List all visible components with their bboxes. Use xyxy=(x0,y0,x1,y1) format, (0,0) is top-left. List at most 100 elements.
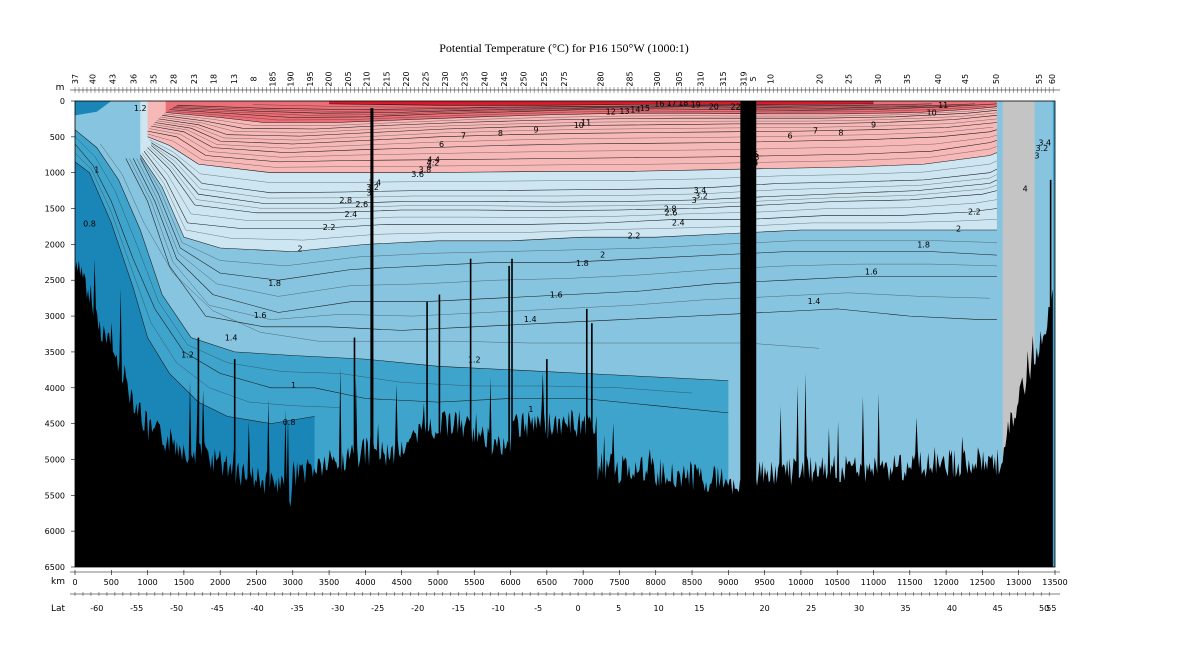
isotherm-1.2 xyxy=(75,129,729,381)
contour-label: 3.2 xyxy=(695,192,708,201)
x-tick-label: 1500 xyxy=(174,578,194,587)
station-label: 37 xyxy=(71,74,80,84)
station-label: 250 xyxy=(520,71,529,86)
station-label: 60 xyxy=(1048,74,1057,84)
watermark-line1: WOCE xyxy=(114,527,129,533)
contour-label: 2.4 xyxy=(672,219,685,228)
contour-label: 20 xyxy=(709,103,719,112)
woce-watermark: WOCE HYDROGRAPHIC ATLAS Computer Generat… xyxy=(82,527,167,559)
isotherm-7 xyxy=(154,122,997,145)
contour-label: 3.6 xyxy=(744,163,757,172)
isotherm-interp xyxy=(149,128,997,158)
isotherm-interp xyxy=(129,158,990,320)
lat-tick-label: 25 xyxy=(806,604,816,613)
contour-label: 2.4 xyxy=(345,210,358,219)
seamount-16 xyxy=(233,359,236,567)
x-tick-label: 12000 xyxy=(933,578,958,587)
axes: 0500100015002000250030003500400045005000… xyxy=(45,71,1068,614)
lat-tick-label: 10 xyxy=(654,604,664,613)
contour-label: 3.8 xyxy=(419,166,432,175)
isotherm-interp xyxy=(252,104,722,108)
station-label: 200 xyxy=(324,71,333,86)
seafloor-topography xyxy=(75,101,1055,567)
contour-label: 5 xyxy=(753,150,758,159)
contour-label: 2 xyxy=(297,245,302,254)
lat-tick-label: -30 xyxy=(331,604,344,613)
x-tick-label: 8500 xyxy=(682,578,702,587)
contour-label: 1.4 xyxy=(225,334,238,343)
contour-label: 1.6 xyxy=(254,311,267,320)
seamount-11 xyxy=(744,101,750,567)
station-label: 319 xyxy=(739,71,748,86)
contour-label: 2 xyxy=(956,225,961,234)
northern-margin xyxy=(1052,101,1055,567)
station-label: 20 xyxy=(816,74,825,84)
lat-tick-label: -25 xyxy=(371,604,384,613)
x-tick-label: 11500 xyxy=(897,578,922,587)
contour-label: 18 xyxy=(678,98,688,107)
x-tick-label: 9500 xyxy=(754,578,774,587)
seamount-7 xyxy=(511,258,513,567)
contour-label: 2.8 xyxy=(339,196,352,205)
contour-label: 3 xyxy=(692,196,697,205)
watermark-line2: HYDROGRAPHIC xyxy=(102,535,143,541)
isotherm-0.8 xyxy=(75,161,315,424)
contour-label: 11 xyxy=(938,101,948,110)
x-tick-label: 3500 xyxy=(319,578,339,587)
seamount-14 xyxy=(1049,179,1052,567)
isotherm-interp xyxy=(100,143,820,349)
seamount-17 xyxy=(546,359,548,567)
contour-label: 3.4 xyxy=(368,179,381,188)
seamount-2 xyxy=(353,337,356,567)
isotherm-lines xyxy=(75,103,998,424)
band-above-16 xyxy=(329,101,874,106)
contour-label: 3 xyxy=(1034,151,1039,160)
isotherm-4 xyxy=(147,136,998,173)
y-tick-label: 4000 xyxy=(45,384,65,393)
contour-label: 10 xyxy=(574,121,584,130)
x-tick-label: 2000 xyxy=(210,578,230,587)
isotherm-interp xyxy=(149,139,997,183)
isotherm-1.8 xyxy=(140,158,997,281)
seamount-9 xyxy=(591,323,593,567)
isotherm-interp xyxy=(160,112,997,133)
isotherm-interp xyxy=(75,152,341,408)
y-tick-label: 3500 xyxy=(45,348,65,357)
contour-label: 16 xyxy=(654,100,664,109)
contour-label: 3.8 xyxy=(747,153,760,162)
station-label: 305 xyxy=(675,71,684,86)
station-label: 240 xyxy=(480,71,489,86)
contour-label: 0.8 xyxy=(283,418,296,427)
seamount-5 xyxy=(469,258,472,567)
contour-label: 1.4 xyxy=(524,315,537,324)
lat-tick-label: -20 xyxy=(411,604,424,613)
lat-tick-label: 40 xyxy=(947,604,957,613)
contour-label: 4 xyxy=(753,159,758,168)
computer-generated-label: Computer Generated xyxy=(82,550,167,559)
isotherm-interp xyxy=(152,124,994,149)
contour-label: 4 xyxy=(1023,184,1028,193)
contour-label: 2 xyxy=(600,250,605,259)
station-label: 245 xyxy=(500,71,509,86)
contour-label: 6 xyxy=(439,140,444,149)
x-tick-label: 7000 xyxy=(573,578,593,587)
contour-label: 3.2 xyxy=(1036,144,1049,153)
station-label: 30 xyxy=(874,74,883,84)
station-label: 28 xyxy=(170,74,179,84)
lat-tick-label: 20 xyxy=(760,604,770,613)
seamount-12 xyxy=(747,101,753,567)
lat-axis-label: Lat xyxy=(51,604,66,614)
isotherm-interp xyxy=(75,136,693,394)
x-tick-label: 9000 xyxy=(718,578,738,587)
watermark-line3: ATLAS xyxy=(114,543,130,549)
station-label: 300 xyxy=(653,71,662,86)
x-tick-label: 13500 xyxy=(1042,578,1067,587)
contour-label: 7 xyxy=(461,131,466,140)
isotherm-1 xyxy=(75,143,729,414)
isotherm-interp xyxy=(140,156,997,267)
seamount-8 xyxy=(585,308,588,567)
station-label: 280 xyxy=(596,71,605,86)
station-label: 185 xyxy=(268,71,277,86)
lat-tick-label: -45 xyxy=(211,604,224,613)
station-label: 35 xyxy=(149,74,158,84)
